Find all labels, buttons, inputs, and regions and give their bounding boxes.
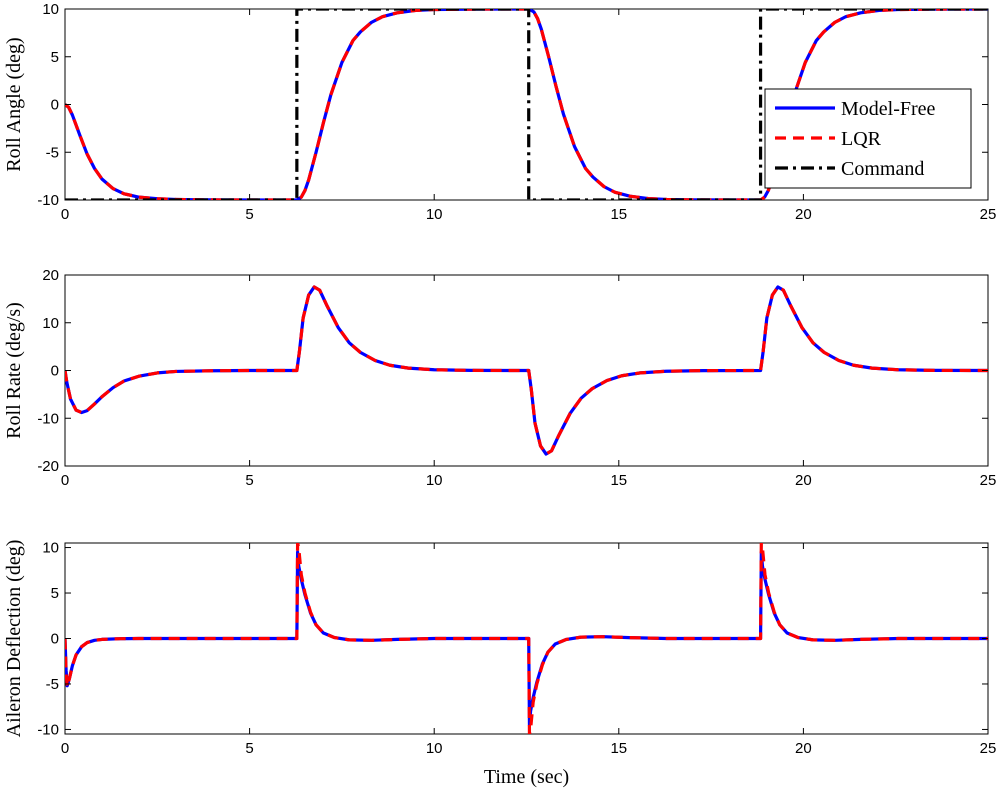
x-tick-label: 20 (795, 740, 812, 757)
legend-label: Model-Free (841, 98, 936, 120)
x-tick-label: 20 (795, 206, 812, 223)
x-tick-label: 15 (610, 472, 627, 489)
x-tick-label: 25 (980, 472, 996, 489)
x-tick-label: 0 (61, 472, 69, 489)
x-tick-label: 0 (61, 740, 69, 757)
y-tick-label: -5 (46, 676, 59, 693)
x-tick-label: 20 (795, 472, 812, 489)
subplot-1: 0 5 10 15 20 25 -10 -5 0 5 10 Roll Angle (deg) Model… (3, 1, 996, 223)
y-tick-label: 5 (51, 49, 59, 66)
series-line-lqr (65, 285, 988, 456)
y-tick-label: -20 (37, 458, 59, 475)
x-tick-label: 10 (426, 472, 443, 489)
x-tick-label: 15 (610, 206, 627, 223)
y-tick-label: 0 (51, 631, 59, 648)
series-line-lqr (65, 543, 988, 734)
y-axis-label: Roll Rate (deg/s) (3, 302, 25, 439)
x-tick-label: 25 (980, 206, 996, 223)
x-tick-label: 15 (610, 740, 627, 757)
legend-label: LQR (841, 128, 882, 150)
x-tick-label: 5 (245, 206, 253, 223)
y-axis-label: Aileron Deflection (deg) (3, 540, 25, 738)
subplot-3: 0 5 10 15 20 25 -10 -5 0 5 10 Aileron Deflection (d… (3, 540, 996, 788)
x-tick-label: 25 (980, 740, 996, 757)
x-tick-label: 5 (245, 472, 253, 489)
y-tick-label: 20 (42, 267, 59, 284)
y-tick-label: 0 (51, 97, 59, 114)
y-tick-label: -10 (37, 721, 59, 738)
y-tick-label: -10 (37, 410, 59, 427)
series-line-command (65, 9, 988, 200)
y-tick-label: -10 (37, 192, 59, 209)
y-axis-label: Roll Angle (deg) (3, 37, 25, 171)
y-tick-label: -5 (46, 144, 59, 161)
y-tick-label: 5 (51, 585, 59, 602)
x-tick-label: 0 (61, 206, 69, 223)
x-axis-label: Time (sec) (484, 766, 569, 788)
legend-label: Command (841, 158, 924, 180)
x-tick-label: 10 (426, 740, 443, 757)
y-tick-label: 10 (42, 315, 59, 332)
y-tick-label: 10 (42, 1, 59, 18)
y-tick-label: 0 (51, 363, 59, 380)
x-tick-label: 5 (245, 740, 253, 757)
legend: Model-Free LQR Command (764, 88, 972, 189)
subplot-2: 0 5 10 15 20 25 -20 -10 0 10 20 Roll Rate (deg/s) (3, 267, 996, 489)
y-tick-label: 10 (42, 540, 59, 557)
series-line-lqr (65, 9, 988, 200)
x-tick-label: 10 (426, 206, 443, 223)
